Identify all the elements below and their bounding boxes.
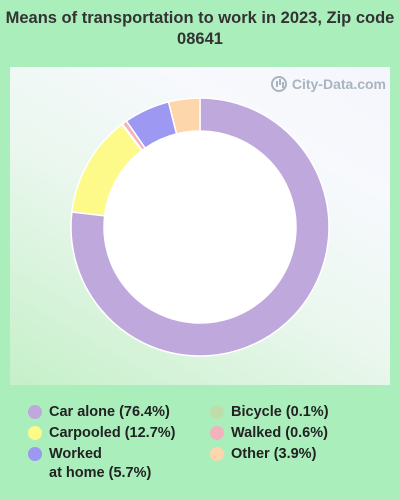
- legend-label-worked-line1: Worked: [49, 446, 102, 462]
- legend-swatch-bicycle: [210, 405, 224, 419]
- chart-title-text: Means of transportation to work in 2023,…: [5, 9, 395, 48]
- legend-item-carpooled: Carpooled (12.7%): [28, 424, 176, 443]
- legend-item-worked-at-home: Worked at home (5.7%): [28, 445, 151, 483]
- city-data-logo-icon: [270, 76, 287, 92]
- legend-label-worked-line2: at home (5.7%): [49, 465, 152, 481]
- legend-item-walked: Walked (0.6%): [210, 424, 328, 443]
- legend-item-other: Other (3.9%): [210, 445, 316, 464]
- legend-swatch-carpooled: [28, 426, 42, 440]
- legend-item-bicycle: Bicycle (0.1%): [210, 403, 329, 422]
- watermark-text: City-Data.com: [291, 76, 386, 92]
- legend-label-bicycle: Bicycle (0.1%): [231, 404, 329, 420]
- legend-swatch-worked-at-home: [28, 447, 42, 461]
- legend-label-car-alone: Car alone (76.4%): [49, 404, 170, 420]
- legend-label-other: Other (3.9%): [231, 446, 317, 462]
- legend-swatch-other: [210, 447, 224, 461]
- donut-hole: [104, 131, 296, 323]
- legend-label-walked: Walked (0.6%): [231, 425, 328, 441]
- legend-swatch-car-alone: [28, 405, 42, 419]
- legend: Car alone (76.4%) Carpooled (12.7%) Work…: [28, 403, 400, 493]
- chart-title: Means of transportation to work in 2023,…: [0, 8, 400, 50]
- legend-label-carpooled: Carpooled (12.7%): [49, 425, 176, 441]
- legend-item-car-alone: Car alone (76.4%): [28, 403, 170, 422]
- watermark: City-Data.com: [270, 76, 386, 92]
- legend-swatch-walked: [210, 426, 224, 440]
- donut-slices: [70, 97, 330, 357]
- legend-label-worked-at-home: Worked at home (5.7%): [49, 445, 151, 483]
